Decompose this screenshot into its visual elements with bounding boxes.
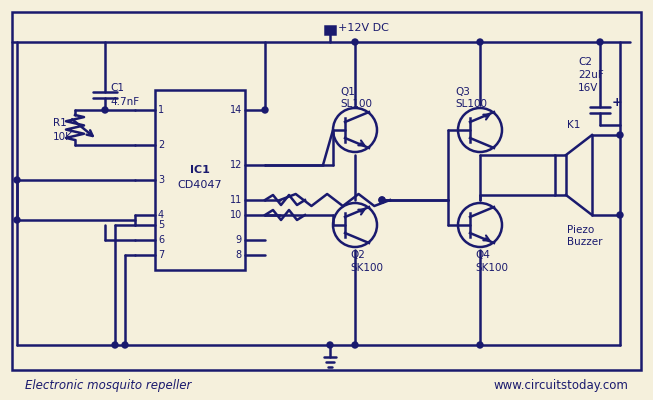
Text: 6: 6 [158, 235, 164, 245]
Text: 2: 2 [158, 140, 165, 150]
Text: 10K: 10K [53, 132, 73, 142]
Text: SL100: SL100 [455, 99, 487, 109]
Circle shape [477, 342, 483, 348]
Text: 11: 11 [230, 195, 242, 205]
Text: CD4047: CD4047 [178, 180, 222, 190]
Bar [325, 26, 335, 34]
Text: +12V DC: +12V DC [338, 23, 389, 33]
Text: 22uF: 22uF [578, 70, 604, 80]
Circle shape [14, 177, 20, 183]
Text: Piezo: Piezo [567, 225, 594, 235]
Text: 5: 5 [158, 220, 165, 230]
Text: Q2: Q2 [350, 250, 365, 260]
Text: www.circuitstoday.com: www.circuitstoday.com [493, 378, 628, 392]
Text: SK100: SK100 [350, 263, 383, 273]
Text: Q4: Q4 [475, 250, 490, 260]
Circle shape [112, 342, 118, 348]
Circle shape [597, 39, 603, 45]
Circle shape [477, 39, 483, 45]
Circle shape [379, 197, 385, 203]
Circle shape [379, 197, 385, 203]
Text: 16V: 16V [578, 83, 598, 93]
Circle shape [352, 39, 358, 45]
Text: 3: 3 [158, 175, 164, 185]
Text: 14: 14 [230, 105, 242, 115]
Circle shape [262, 107, 268, 113]
Text: 9: 9 [236, 235, 242, 245]
Text: 4: 4 [158, 210, 164, 220]
Circle shape [122, 342, 128, 348]
Text: SK100: SK100 [475, 263, 508, 273]
Circle shape [327, 342, 333, 348]
Text: Q3: Q3 [455, 87, 470, 97]
Text: 10: 10 [230, 210, 242, 220]
Text: 4.7nF: 4.7nF [110, 97, 139, 107]
Circle shape [14, 217, 20, 223]
Text: 7: 7 [158, 250, 165, 260]
Circle shape [617, 212, 623, 218]
Text: 1: 1 [158, 105, 164, 115]
Bar [555, 155, 566, 195]
Text: C1: C1 [110, 83, 124, 93]
Text: Q1: Q1 [340, 87, 355, 97]
Text: IC1: IC1 [190, 165, 210, 175]
Text: SL100: SL100 [340, 99, 372, 109]
Text: +: + [612, 96, 622, 110]
Text: C2: C2 [578, 57, 592, 67]
Text: 12: 12 [230, 160, 242, 170]
Text: Electronic mosquito repeller: Electronic mosquito repeller [25, 378, 191, 392]
Text: R1: R1 [53, 118, 67, 128]
Circle shape [617, 132, 623, 138]
Circle shape [102, 107, 108, 113]
Text: K1: K1 [567, 120, 581, 130]
Text: Buzzer: Buzzer [567, 237, 603, 247]
Text: 8: 8 [236, 250, 242, 260]
Circle shape [352, 342, 358, 348]
